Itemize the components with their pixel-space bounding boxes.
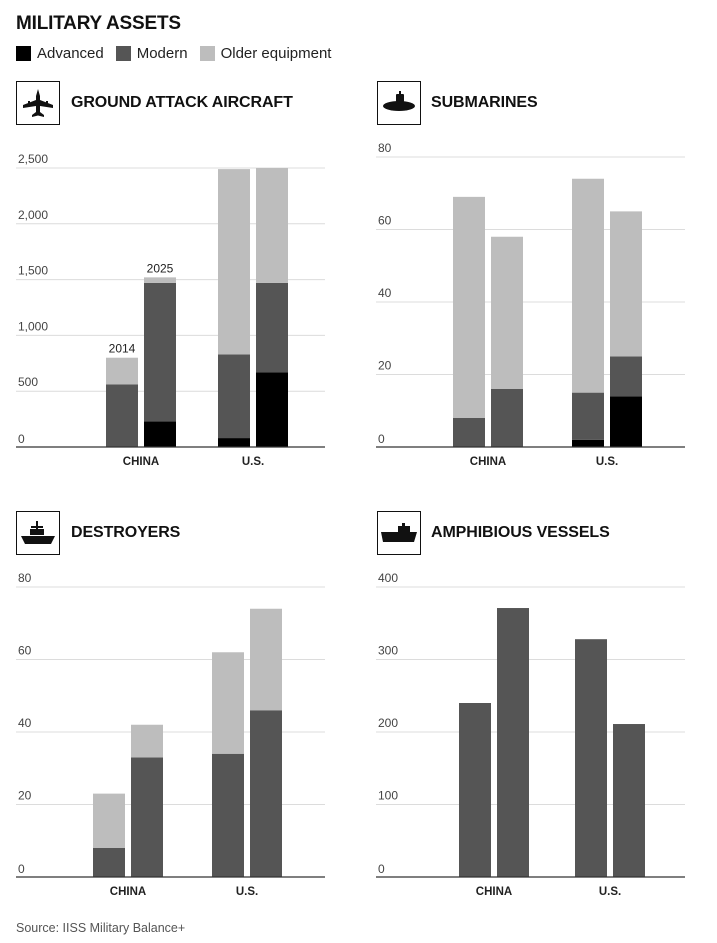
y-tick-label: 1,500	[18, 264, 48, 278]
y-tick-label: 0	[18, 432, 25, 446]
bar-segment-modern	[575, 639, 607, 877]
bar-segment-advanced	[218, 438, 250, 447]
chart-title-destroyers: DESTROYERS	[71, 524, 181, 541]
y-tick-label: 0	[378, 862, 385, 876]
bar-segment-modern	[572, 392, 604, 440]
y-tick-label: 60	[378, 214, 392, 228]
category-label: U.S.	[596, 456, 618, 468]
y-tick-label: 40	[18, 716, 32, 730]
y-tick-label: 20	[378, 359, 392, 373]
bar-segment-modern	[256, 282, 288, 373]
legend-swatch-older	[199, 46, 215, 61]
bar-segment-advanced	[572, 439, 604, 447]
bar-segment-modern	[218, 354, 250, 439]
legend-item-advanced: Advanced	[16, 45, 104, 62]
y-tick-label: 300	[378, 644, 398, 658]
bar-segment-advanced	[256, 372, 288, 447]
bar-segment-modern	[610, 356, 642, 397]
destroyer-ship-icon	[16, 511, 60, 555]
legend-label-modern: Modern	[136, 45, 188, 62]
chart-title-submarines: SUBMARINES	[431, 94, 538, 111]
bar-year-label: 2014	[109, 342, 136, 356]
chart-destroyers: 0 20 40 60 80 CHINA U.S.	[16, 571, 325, 898]
category-label: U.S.	[599, 886, 621, 898]
bar-segment-older	[106, 357, 138, 385]
category-label: CHINA	[110, 886, 146, 898]
bar-segment-advanced	[610, 396, 642, 447]
bar-segment-older	[131, 724, 163, 758]
bar-segment-older	[218, 169, 250, 355]
y-tick-label: 80	[18, 571, 32, 585]
legend-label-older: Older equipment	[220, 45, 332, 62]
bar-segment-modern	[453, 418, 485, 447]
fighter-jet-icon	[16, 81, 60, 125]
legend-item-modern: Modern	[115, 45, 188, 62]
bar-segment-older	[491, 236, 523, 389]
legend-swatch-advanced	[16, 46, 31, 61]
bar-segment-modern	[613, 724, 645, 877]
bar-segment-older	[250, 608, 282, 711]
bar-segment-modern	[93, 848, 125, 877]
bar-segment-older	[572, 178, 604, 393]
bar-segment-modern	[459, 703, 491, 877]
bar-segment-modern	[144, 282, 176, 422]
category-label: U.S.	[242, 456, 264, 468]
amphibious-ship-icon	[377, 511, 421, 555]
bar-segment-modern	[212, 753, 244, 877]
y-tick-label: 2,500	[18, 152, 48, 166]
y-tick-label: 80	[378, 141, 392, 155]
chart-title-aircraft: GROUND ATTACK AIRCRAFT	[71, 94, 293, 111]
category-label: CHINA	[476, 886, 512, 898]
bar-segment-modern	[497, 608, 529, 877]
page-title: MILITARY ASSETS	[16, 13, 181, 34]
bar-segment-modern	[131, 757, 163, 877]
y-tick-label: 1,000	[18, 319, 48, 333]
legend-item-older: Older equipment	[199, 45, 332, 62]
bar-year-label: 2025	[147, 261, 174, 275]
y-tick-label: 200	[378, 716, 398, 730]
y-tick-label: 20	[18, 789, 32, 803]
bar-segment-advanced	[144, 421, 176, 447]
bar-segment-older	[93, 793, 125, 848]
bar-segment-modern	[106, 384, 138, 447]
y-tick-label: 100	[378, 789, 398, 803]
chart-submarines: 0 20 40 60 80 CHINA U.S.	[376, 141, 685, 468]
category-label: CHINA	[470, 456, 506, 468]
y-tick-label: 0	[18, 862, 25, 876]
source-note: Source: IISS Military Balance+	[16, 921, 186, 935]
chart-amphibious: 0 100 200 300 400 CHINA U.S.	[376, 571, 685, 898]
bar-segment-older	[610, 211, 642, 357]
y-tick-label: 40	[378, 286, 392, 300]
bar-segment-older	[256, 168, 288, 283]
legend-swatch-modern	[115, 46, 131, 61]
y-tick-label: 0	[378, 432, 385, 446]
bar-segment-older	[144, 277, 176, 283]
category-label: CHINA	[123, 456, 159, 468]
y-tick-label: 60	[18, 644, 32, 658]
category-label: U.S.	[236, 886, 258, 898]
bar-segment-modern	[491, 389, 523, 447]
y-tick-label: 500	[18, 375, 38, 389]
y-tick-label: 400	[378, 571, 398, 585]
bar-segment-older	[212, 652, 244, 754]
chart-title-amphibious: AMPHIBIOUS VESSELS	[431, 524, 610, 541]
bar-segment-older	[453, 196, 485, 418]
legend: Advanced Modern Older equipment	[16, 45, 343, 62]
bar-segment-modern	[250, 710, 282, 877]
submarine-icon	[377, 81, 421, 125]
y-tick-label: 2,000	[18, 208, 48, 222]
legend-label-advanced: Advanced	[37, 45, 104, 62]
chart-aircraft: 0 500 1,000 1,500 2,000 2,500 2014 2025 CHINA U.S…	[16, 152, 325, 468]
